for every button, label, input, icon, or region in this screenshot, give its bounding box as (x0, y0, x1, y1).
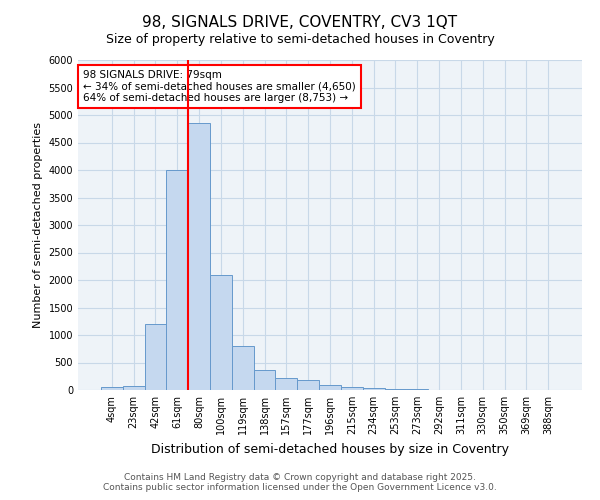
Bar (232, 346, 254, 390)
Bar (123, 386, 145, 390)
Y-axis label: Number of semi-detached properties: Number of semi-detached properties (33, 122, 43, 328)
Bar (254, 370, 275, 390)
Bar (210, 274, 232, 390)
Bar (275, 378, 297, 390)
Text: Size of property relative to semi-detached houses in Coventry: Size of property relative to semi-detach… (106, 32, 494, 46)
Bar (101, 386, 123, 390)
Bar (385, 389, 406, 390)
Bar (297, 380, 319, 390)
Text: 98, SIGNALS DRIVE, COVENTRY, CV3 1QT: 98, SIGNALS DRIVE, COVENTRY, CV3 1QT (142, 15, 458, 30)
Bar (145, 324, 166, 390)
Bar (363, 388, 385, 390)
Bar (341, 387, 363, 390)
Bar (188, 122, 210, 390)
Bar (166, 170, 188, 390)
Text: 98 SIGNALS DRIVE: 79sqm
← 34% of semi-detached houses are smaller (4,650)
64% of: 98 SIGNALS DRIVE: 79sqm ← 34% of semi-de… (83, 70, 356, 103)
Bar (319, 384, 341, 390)
Text: Contains HM Land Registry data © Crown copyright and database right 2025.
Contai: Contains HM Land Registry data © Crown c… (103, 473, 497, 492)
X-axis label: Distribution of semi-detached houses by size in Coventry: Distribution of semi-detached houses by … (151, 442, 509, 456)
